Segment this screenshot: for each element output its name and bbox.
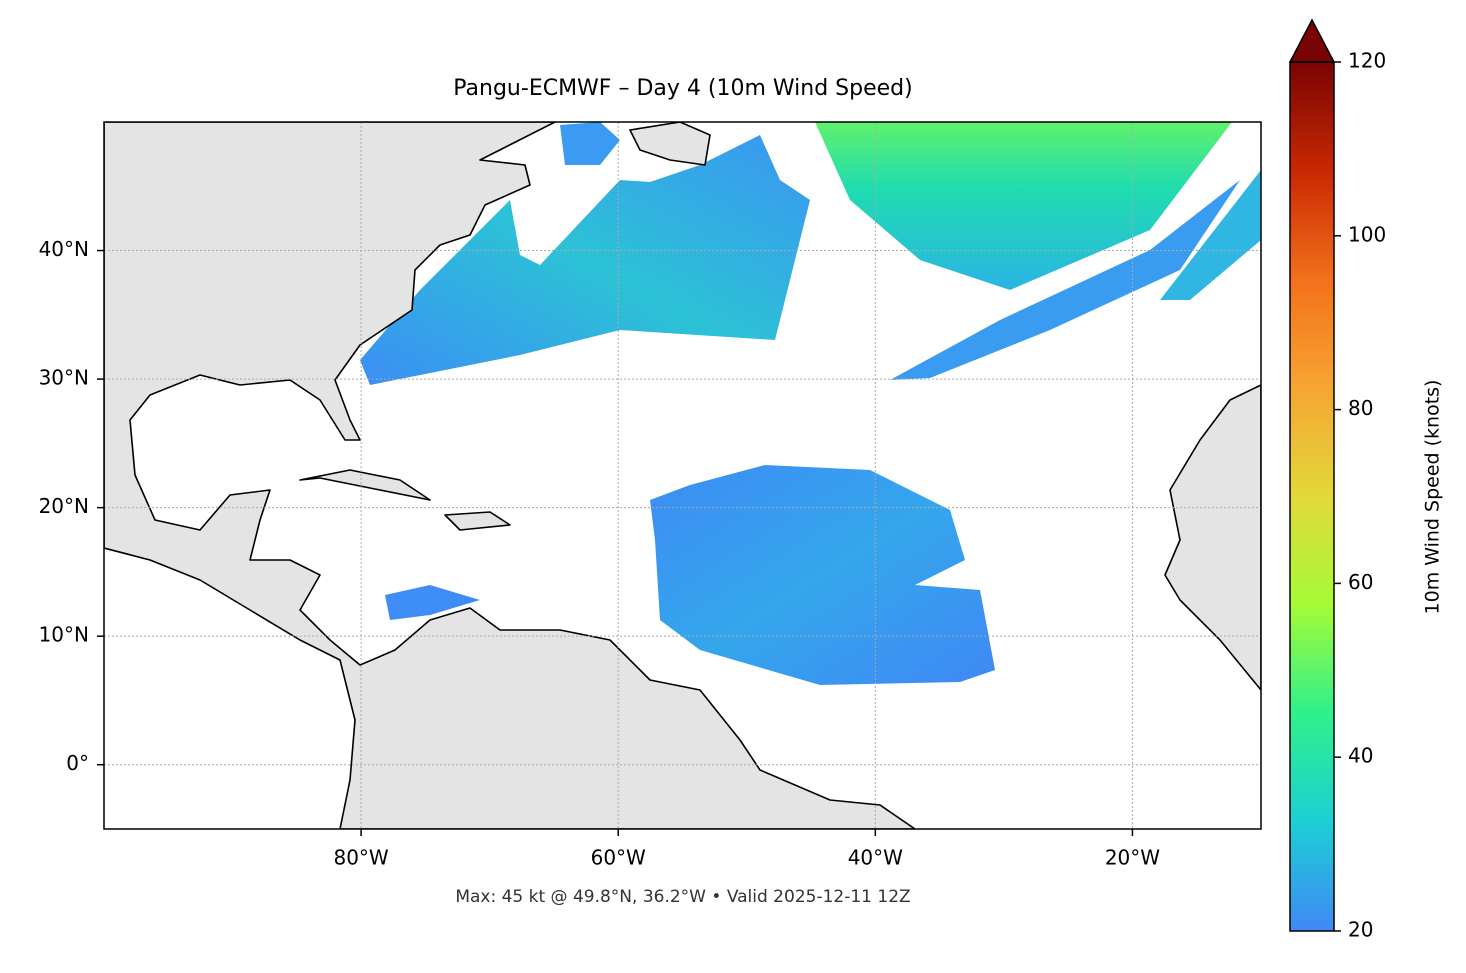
x-tick-label: 20°W xyxy=(1105,846,1160,870)
africa xyxy=(1164,384,1261,691)
caption: Max: 45 kt @ 49.8°N, 36.2°W • Valid 2025… xyxy=(455,887,910,907)
americas xyxy=(104,122,916,829)
colorbar-tick-label: 120 xyxy=(1348,49,1386,73)
wind-region xyxy=(1160,170,1261,300)
wind-field xyxy=(360,122,1261,685)
y-tick-label: 20°N xyxy=(39,494,89,518)
plot-frame xyxy=(103,121,1262,830)
y-tick-label: 0° xyxy=(66,751,89,775)
x-tick-label: 80°W xyxy=(333,846,388,870)
land xyxy=(104,122,1261,829)
y-tick-label: 10°N xyxy=(39,623,89,647)
newfoundland xyxy=(629,122,711,166)
colorbar-tick-label: 40 xyxy=(1348,744,1373,768)
colorbar-tick-label: 20 xyxy=(1348,918,1373,942)
wind-region xyxy=(385,585,480,620)
hispaniola xyxy=(444,511,511,531)
y-tick-label: 40°N xyxy=(39,237,89,261)
colorbar xyxy=(1290,62,1334,931)
colorbar-frame xyxy=(1289,61,1335,932)
cuba xyxy=(299,469,431,501)
colorbar-tick-label: 80 xyxy=(1348,396,1373,420)
wind-region xyxy=(560,122,620,165)
chart-title: Pangu-ECMWF – Day 4 (10m Wind Speed) xyxy=(453,76,912,101)
x-tick-label: 60°W xyxy=(591,846,646,870)
wind-region xyxy=(815,122,1232,290)
colorbar-tick-label: 100 xyxy=(1348,222,1386,246)
wind-region xyxy=(650,465,995,685)
wind-region xyxy=(360,135,810,385)
y-tick-label: 30°N xyxy=(39,366,89,390)
colorbar-tick-label: 60 xyxy=(1348,570,1373,594)
colorbar-label: 10m Wind Speed (knots) xyxy=(1422,380,1444,615)
grid xyxy=(104,122,1261,829)
map-layers xyxy=(104,122,1261,829)
colorbar-extend xyxy=(1288,18,1336,63)
x-tick-label: 40°W xyxy=(848,846,903,870)
